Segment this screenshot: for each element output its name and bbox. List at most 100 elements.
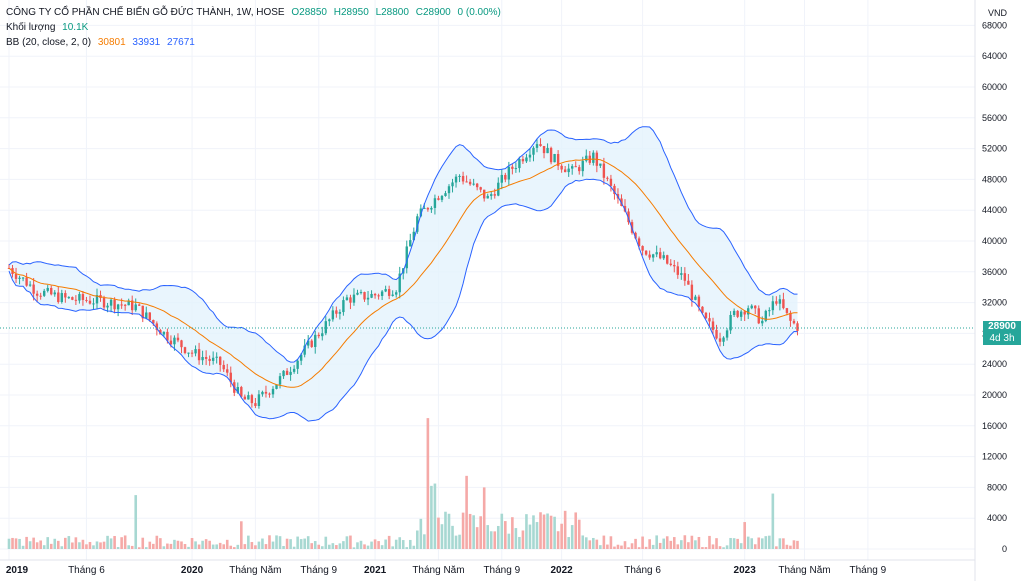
candle-body — [771, 301, 775, 311]
volume-bar — [715, 538, 718, 549]
volume-bar — [743, 522, 746, 549]
volume-bar — [324, 536, 328, 549]
volume-bar — [282, 546, 285, 549]
candle-body — [373, 293, 377, 296]
candle-body — [53, 292, 56, 295]
candle-body — [352, 294, 356, 303]
volume-bar — [669, 540, 673, 549]
candle-body — [148, 312, 151, 320]
volume-bar — [201, 540, 204, 549]
x-tick-label: Tháng 9 — [300, 565, 337, 576]
candle-body — [60, 293, 63, 303]
volume-bar — [271, 541, 275, 549]
volume-bar — [331, 543, 335, 549]
candle-body — [159, 329, 162, 335]
volume-bar — [630, 543, 634, 549]
volume-bar — [250, 542, 254, 549]
volume-bar — [120, 537, 123, 549]
candle-body — [606, 177, 609, 179]
volume-bar — [148, 541, 152, 549]
volume-bar — [556, 531, 560, 549]
y-tick-label: 52000 — [982, 144, 1007, 154]
y-tick-label: 36000 — [982, 267, 1007, 277]
candle-body — [384, 289, 387, 292]
volume-bar — [539, 512, 542, 549]
candle-body — [764, 310, 767, 321]
candle-body — [32, 284, 35, 294]
candle-body — [116, 304, 120, 310]
candle-body — [275, 384, 278, 389]
candle-body — [278, 376, 282, 385]
candle-body — [204, 356, 208, 359]
volume-bar — [514, 528, 518, 549]
open-value: O28850 — [291, 7, 327, 18]
volume-bars — [7, 418, 799, 549]
volume-bar — [127, 545, 130, 549]
volume-bar — [338, 543, 342, 549]
y-tick-label: 24000 — [982, 359, 1007, 369]
volume-bar — [768, 535, 771, 549]
volume-bar — [644, 546, 648, 549]
candle-body — [419, 208, 423, 217]
x-tick-label: 2023 — [734, 565, 757, 576]
volume-bar — [211, 544, 215, 549]
x-axis[interactable]: 2019 Tháng 6 2020 Tháng Năm Tháng 9 2021 Tháng… — [0, 559, 975, 576]
y-tick-label: 48000 — [982, 174, 1007, 184]
legend-volume: Khối lượng 10.1K — [6, 22, 92, 33]
volume-bar — [444, 511, 447, 549]
candle-body — [567, 168, 570, 173]
volume-bar — [268, 535, 271, 549]
volume-bar — [482, 487, 486, 549]
volume-bar — [613, 546, 616, 549]
candle-body — [574, 166, 577, 168]
volume-bar — [606, 544, 609, 549]
candle-body — [317, 334, 320, 337]
candle-body — [127, 300, 130, 306]
volume-bar — [623, 541, 627, 549]
candle-body — [215, 356, 218, 358]
volume-bar — [116, 547, 120, 549]
volume-bar — [771, 493, 775, 549]
candle-body — [201, 356, 204, 361]
volume-bar — [394, 539, 398, 549]
volume-bar — [190, 538, 194, 549]
y-tick-label: 68000 — [982, 20, 1007, 30]
candle-body — [113, 299, 116, 310]
volume-bar — [335, 545, 338, 549]
x-tick-label: Tháng 9 — [483, 565, 520, 576]
candle-body — [197, 349, 201, 361]
candle-body — [409, 240, 412, 247]
candle-body — [211, 357, 215, 361]
y-axis[interactable]: 0400080001200016000200002400028000320003… — [974, 0, 1007, 581]
volume-bar — [574, 512, 578, 549]
candle-body — [50, 287, 53, 295]
volume-bar — [39, 540, 42, 549]
candle-body — [138, 304, 141, 306]
candle-body — [349, 297, 352, 303]
candle-body — [465, 181, 468, 183]
volume-bar — [641, 536, 644, 549]
volume-bar — [222, 544, 226, 549]
low-value: L28800 — [375, 7, 409, 18]
candle-body — [92, 303, 95, 305]
candle-body — [257, 394, 261, 406]
volume-bar — [518, 536, 521, 549]
candle-body — [338, 312, 342, 314]
close-value: C28900 — [415, 7, 451, 18]
candle-body — [754, 305, 757, 309]
candle-body — [778, 299, 782, 304]
candle-body — [518, 159, 521, 169]
candle-body — [405, 246, 408, 269]
volume-bar — [278, 536, 282, 549]
candle-body — [145, 312, 148, 319]
candle-body — [398, 273, 401, 293]
volume-bar — [373, 539, 377, 549]
candle-body — [187, 352, 190, 354]
volume-bar — [306, 536, 310, 549]
volume-bar — [525, 514, 528, 549]
volume-bar — [655, 535, 658, 549]
candle-body — [28, 284, 32, 286]
candle-body — [131, 300, 134, 311]
candle-body — [254, 403, 257, 406]
